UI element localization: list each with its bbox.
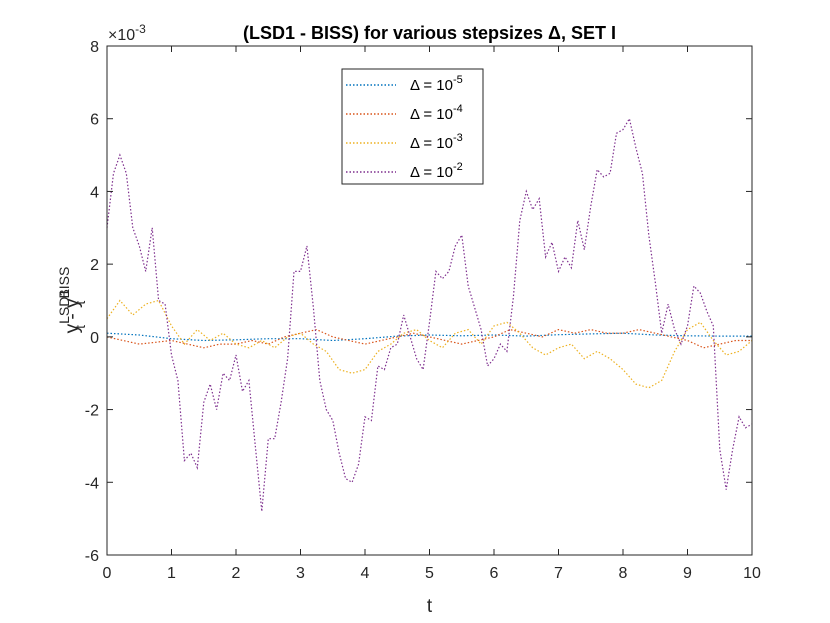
x-tick-label: 0 [103, 565, 112, 582]
axes-layer: 0 1 2 3 4 5 6 7 8 9 10 -6 -4 -2 0 2 4 6 8 [85, 39, 761, 582]
y-label-sup1: LSD1 [56, 289, 72, 324]
chart-title: (LSD1 - BISS) for various stepsizes Δ, S… [243, 23, 616, 43]
y-tick-label: 6 [90, 112, 99, 129]
y-label-sup2: BISS [56, 267, 72, 299]
legend: Δ = 10-5Δ = 10-4Δ = 10-3Δ = 10-2 [341, 68, 484, 185]
legend-label-base: Δ = 10 [410, 77, 453, 94]
y-label-base: y [62, 323, 83, 333]
x-tick-label: 7 [554, 565, 563, 582]
y-tick-label: 0 [90, 330, 99, 347]
y-tick-label: 8 [90, 39, 99, 56]
x-tick-label: 4 [361, 565, 370, 582]
y-label-base-2: y [62, 298, 83, 308]
legend-label-4: Δ = 10-2 [410, 161, 463, 181]
y-tick-label: 2 [90, 257, 99, 274]
y-tick-label: -4 [85, 475, 99, 492]
y-label-minus: - [62, 308, 83, 325]
y-tick-label: -6 [85, 548, 99, 565]
y-exponent-power: -3 [135, 22, 146, 36]
legend-items: Δ = 10-5Δ = 10-4Δ = 10-3Δ = 10-2 [346, 74, 463, 181]
plot-frame [106, 45, 753, 556]
legend-label-base: Δ = 10 [410, 106, 453, 123]
legend-label-exp: -5 [453, 74, 463, 86]
legend-label-base: Δ = 10 [410, 164, 453, 181]
series-line-1 [106, 332, 752, 342]
legend-label-1: Δ = 10-5 [410, 74, 463, 94]
x-tick-label: 10 [743, 565, 761, 582]
x-axis-label: t [427, 596, 433, 617]
legend-label-3: Δ = 10-3 [410, 132, 463, 152]
y-exponent-label: ×10-3 [108, 22, 146, 44]
legend-label-exp: -3 [453, 132, 463, 144]
x-tick-label: 6 [490, 565, 499, 582]
y-tick-label: -2 [85, 403, 99, 420]
x-tick-label: 3 [296, 565, 305, 582]
y-label-sub: t [72, 325, 88, 329]
x-tick-label: 2 [232, 565, 241, 582]
series-line-2 [106, 328, 752, 349]
legend-label-base: Δ = 10 [410, 135, 453, 152]
legend-box [341, 68, 484, 185]
y-exponent-prefix: ×10 [108, 27, 135, 44]
svg-text:yLSD1t - yBISSt: yLSD1t - yBISSt [56, 267, 88, 334]
x-tick-label: 1 [167, 565, 176, 582]
x-tick-label: 9 [683, 565, 692, 582]
legend-label-exp: -2 [453, 161, 463, 173]
series-layer [106, 117, 753, 512]
legend-label-exp: -4 [453, 103, 463, 115]
y-label-sub-2: t [72, 301, 88, 305]
x-tick-label: 8 [619, 565, 628, 582]
legend-label-2: Δ = 10-4 [410, 103, 463, 123]
x-tick-label: 5 [425, 565, 434, 582]
y-axis-label: yLSD1t - yBISSt [56, 267, 88, 334]
y-tick-label: 4 [90, 184, 99, 201]
